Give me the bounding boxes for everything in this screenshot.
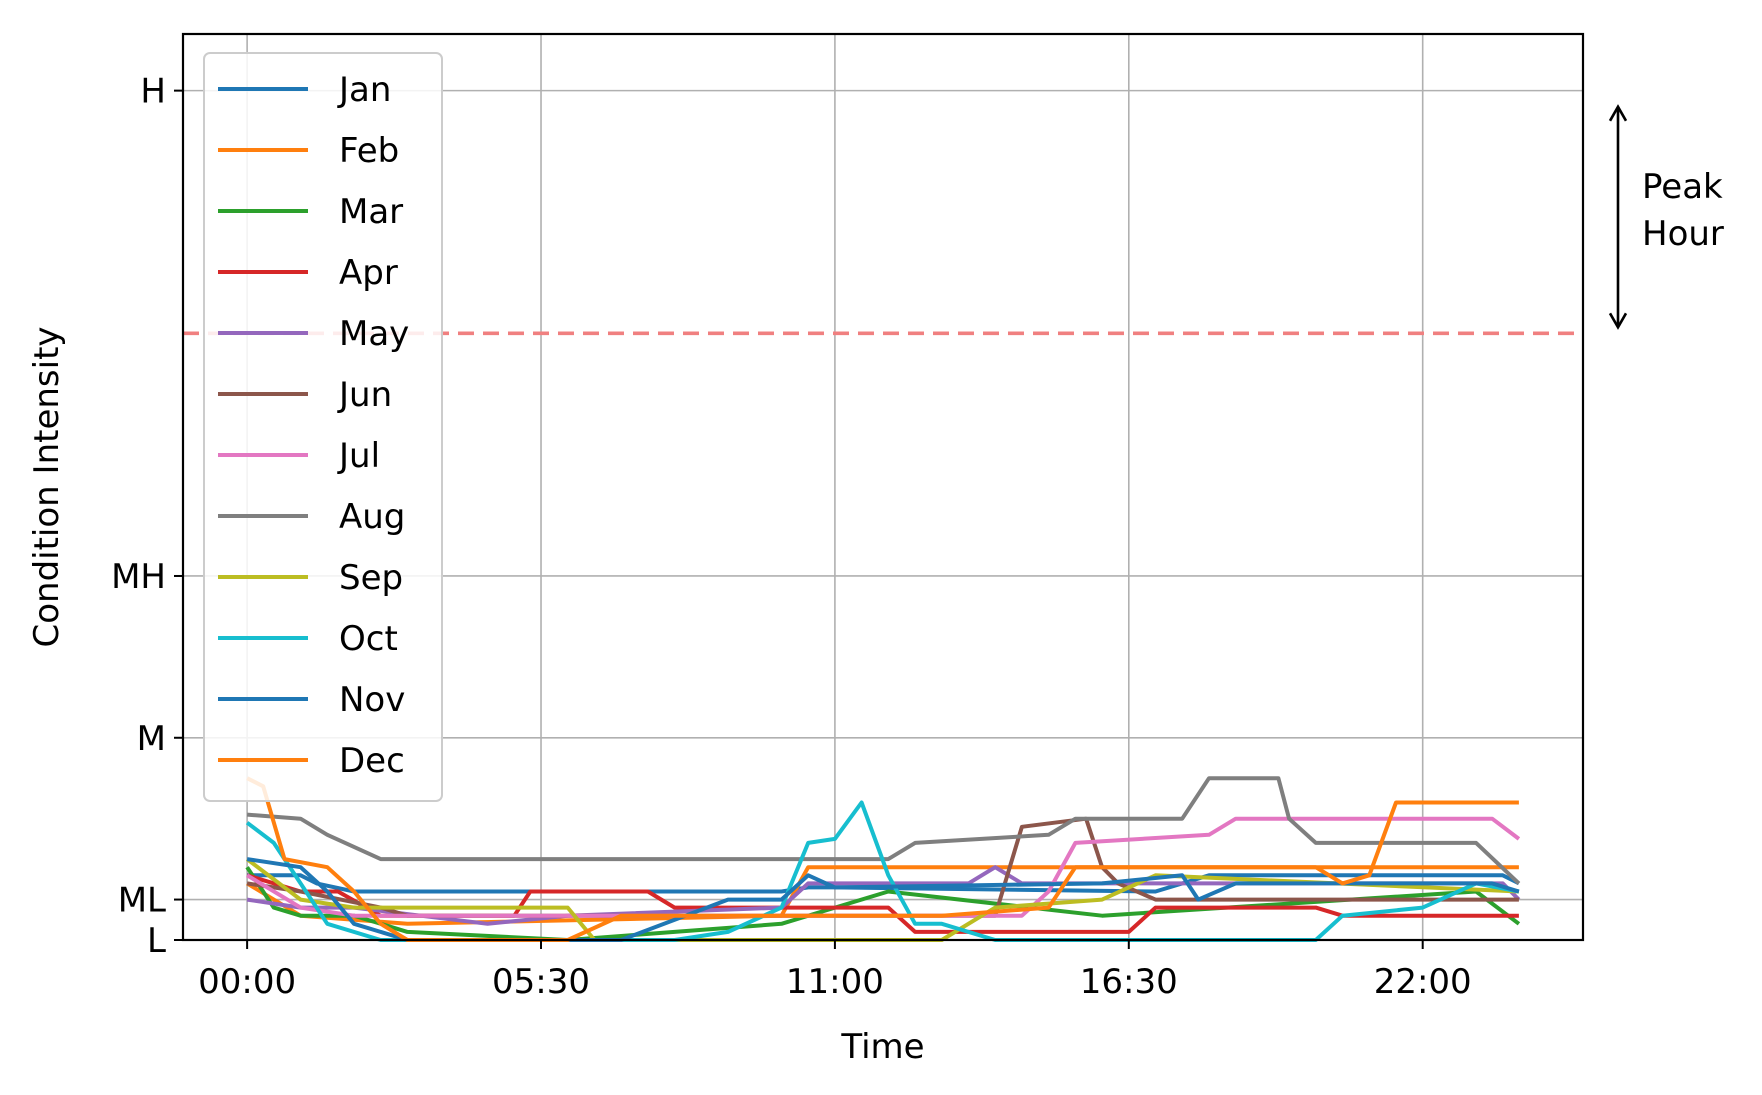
series-line-mar	[245, 866, 1521, 942]
x-axis-title: Time	[840, 1027, 924, 1067]
legend-box	[203, 52, 443, 802]
arrow-head-down-icon	[1608, 312, 1628, 330]
series-line-jul	[246, 816, 1521, 918]
y-tick-label: H	[140, 72, 166, 112]
legend-label-apr: Apr	[339, 253, 398, 293]
peak-hour-annotation: Peak Hour	[1608, 104, 1724, 330]
y-tick-label: ML	[118, 881, 166, 921]
legend-label-nov: Nov	[339, 680, 405, 720]
series-line-aug	[246, 776, 1521, 885]
y-tick-label: MH	[111, 557, 166, 597]
annotation-label-line-1: Peak	[1642, 167, 1723, 207]
y-axis-title: Condition Intensity	[27, 326, 67, 647]
series-lines	[245, 776, 1521, 942]
y-tick-label: L	[147, 921, 166, 961]
legend-label-dec: Dec	[339, 741, 405, 781]
x-tick-label: 11:00	[786, 962, 884, 1002]
legend-label-may: May	[339, 314, 409, 354]
legend-label-jul: Jul	[337, 436, 380, 476]
legend-label-sep: Sep	[339, 558, 403, 598]
x-tick-label: 16:30	[1080, 962, 1178, 1002]
legend-label-jan: Jan	[337, 70, 391, 110]
axis-ticks: 00:00 05:30 11:00 16:30 22:00 LML M MH H	[111, 72, 1472, 1002]
series-line-apr	[246, 873, 1519, 934]
series-line-dec	[246, 776, 1519, 942]
y-tick-label: M	[137, 719, 166, 759]
legend: Jan Feb Mar Apr May Jun Jul Aug Sep Oct Nov Dec	[203, 52, 443, 802]
legend-label-feb: Feb	[339, 131, 399, 171]
legend-label-oct: Oct	[339, 619, 398, 659]
x-tick-label: 22:00	[1374, 962, 1472, 1002]
x-tick-label: 05:30	[492, 962, 590, 1002]
legend-label-jun: Jun	[337, 375, 392, 415]
annotation-label-line-2: Hour	[1642, 214, 1724, 254]
arrow-head-up-icon	[1608, 104, 1628, 122]
legend-label-mar: Mar	[339, 192, 403, 232]
series-line-feb	[246, 865, 1519, 926]
plot-frame	[181, 32, 1585, 942]
series-line-nov	[246, 857, 1520, 942]
x-tick-label: 00:00	[198, 962, 296, 1002]
legend-label-aug: Aug	[339, 497, 405, 537]
series-line-jan	[247, 873, 1520, 894]
